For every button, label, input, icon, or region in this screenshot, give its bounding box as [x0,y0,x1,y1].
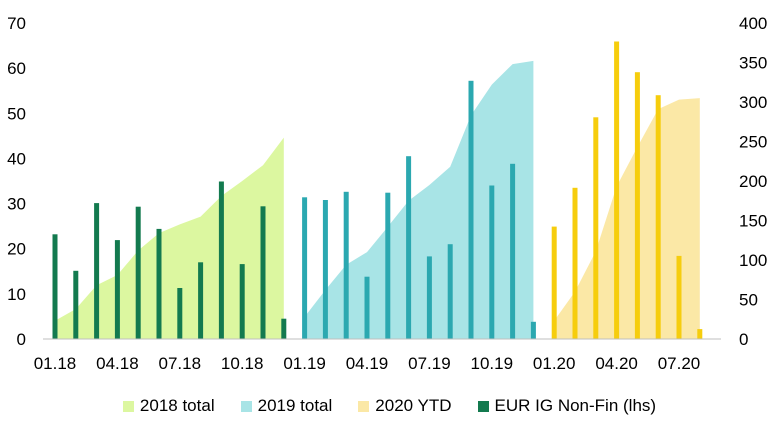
x-tick-label: 07.19 [408,354,451,373]
bar-09.19 [468,80,474,340]
x-tick-label: 01.19 [283,354,326,373]
legend-item-2018: 2018 total [122,396,215,416]
bar-07.18 [177,288,183,339]
bar-02.18 [73,270,79,339]
bar-06.18 [156,228,162,339]
right-tick-label: 150 [739,212,767,231]
legend-swatch-2018 [122,400,134,412]
right-tick-label: 200 [739,172,767,191]
bar-10.18 [239,264,245,339]
right-tick-label: 300 [739,93,767,112]
left-tick-label: 10 [7,285,26,304]
right-tick-label: 350 [739,54,767,73]
x-tick-label: 10.19 [471,354,514,373]
bar-05.20 [634,72,640,339]
bar-05.19 [385,192,391,339]
bar-07.20 [676,255,682,339]
x-tick-label: 07.20 [658,354,701,373]
bar-07.19 [426,256,432,339]
legend-swatch-2020 [358,400,370,412]
legend-label-2019: 2019 total [257,396,333,415]
legend-swatch-2019 [240,400,252,412]
bar-04.19 [364,276,370,339]
right-tick-label: 50 [739,291,758,310]
bar-11.18 [260,206,266,339]
bar-02.20 [572,187,578,339]
left-tick-label: 50 [7,104,26,123]
left-tick-label: 30 [7,195,26,214]
bar-06.20 [655,95,661,339]
bar-06.19 [406,156,412,339]
bar-04.20 [614,41,620,339]
legend-label-2018: 2018 total [139,396,215,415]
legend-item-eur-ig: EUR IG Non-Fin (lhs) [477,396,657,416]
x-tick-label: 01.18 [34,354,77,373]
bar-09.18 [218,181,224,339]
x-tick-label: 04.19 [346,354,389,373]
bar-12.18 [281,318,287,339]
bar-03.19 [343,191,349,339]
bar-04.18 [114,240,120,339]
area-series-group [55,60,700,340]
right-tick-label: 250 [739,133,767,152]
legend-item-2019: 2019 total [240,396,333,416]
area-2019-total [304,60,534,340]
left-tick-label: 20 [7,240,26,259]
left-tick-label: 70 [7,14,26,33]
legend-label-eur-ig: EUR IG Non-Fin (lhs) [494,396,657,415]
bar-03.18 [94,203,100,339]
bar-12.19 [530,321,536,339]
bar-series-group [52,41,703,340]
right-axis: 0 50 100 150 200 250 300 350 400 [739,14,767,349]
bar-08.19 [447,244,453,339]
x-tick-label: 07.18 [159,354,202,373]
right-tick-label: 100 [739,251,767,270]
left-tick-label: 0 [17,330,26,349]
bar-11.19 [510,163,516,339]
x-tick-label: 10.18 [221,354,264,373]
bar-01.20 [551,226,557,339]
legend-label-2020: 2020 YTD [375,396,452,415]
bar-01.19 [302,197,308,339]
x-tick-label: 01.20 [533,354,576,373]
left-tick-label: 60 [7,59,26,78]
bar-05.18 [135,206,141,339]
bar-01.18 [52,234,58,339]
legend: 2018 total 2019 total 2020 YTD EUR IG No… [0,396,779,416]
left-axis: 0 10 20 30 40 50 60 70 [7,14,26,349]
area-2020-ytd [554,98,700,339]
chart-canvas: 0 10 20 30 40 50 60 70 0 50 100 150 200 250 300 350 400… [7,14,767,373]
right-tick-label: 0 [739,330,748,349]
bar-10.19 [489,185,495,339]
x-axis: 01.18 04.18 07.18 10.18 01.19 04.19 07.19 10.19… [34,354,701,373]
legend-item-2020: 2020 YTD [358,396,452,416]
legend-swatch-eur-ig [477,400,489,412]
x-tick-label: 04.20 [595,354,638,373]
right-tick-label: 400 [739,14,767,33]
bar-08.20 [697,329,703,339]
x-tick-label: 04.18 [96,354,139,373]
bar-03.20 [593,117,599,339]
area-2018-total [55,137,284,339]
left-tick-label: 40 [7,149,26,168]
bar-08.18 [198,262,204,339]
bar-02.19 [322,200,328,339]
